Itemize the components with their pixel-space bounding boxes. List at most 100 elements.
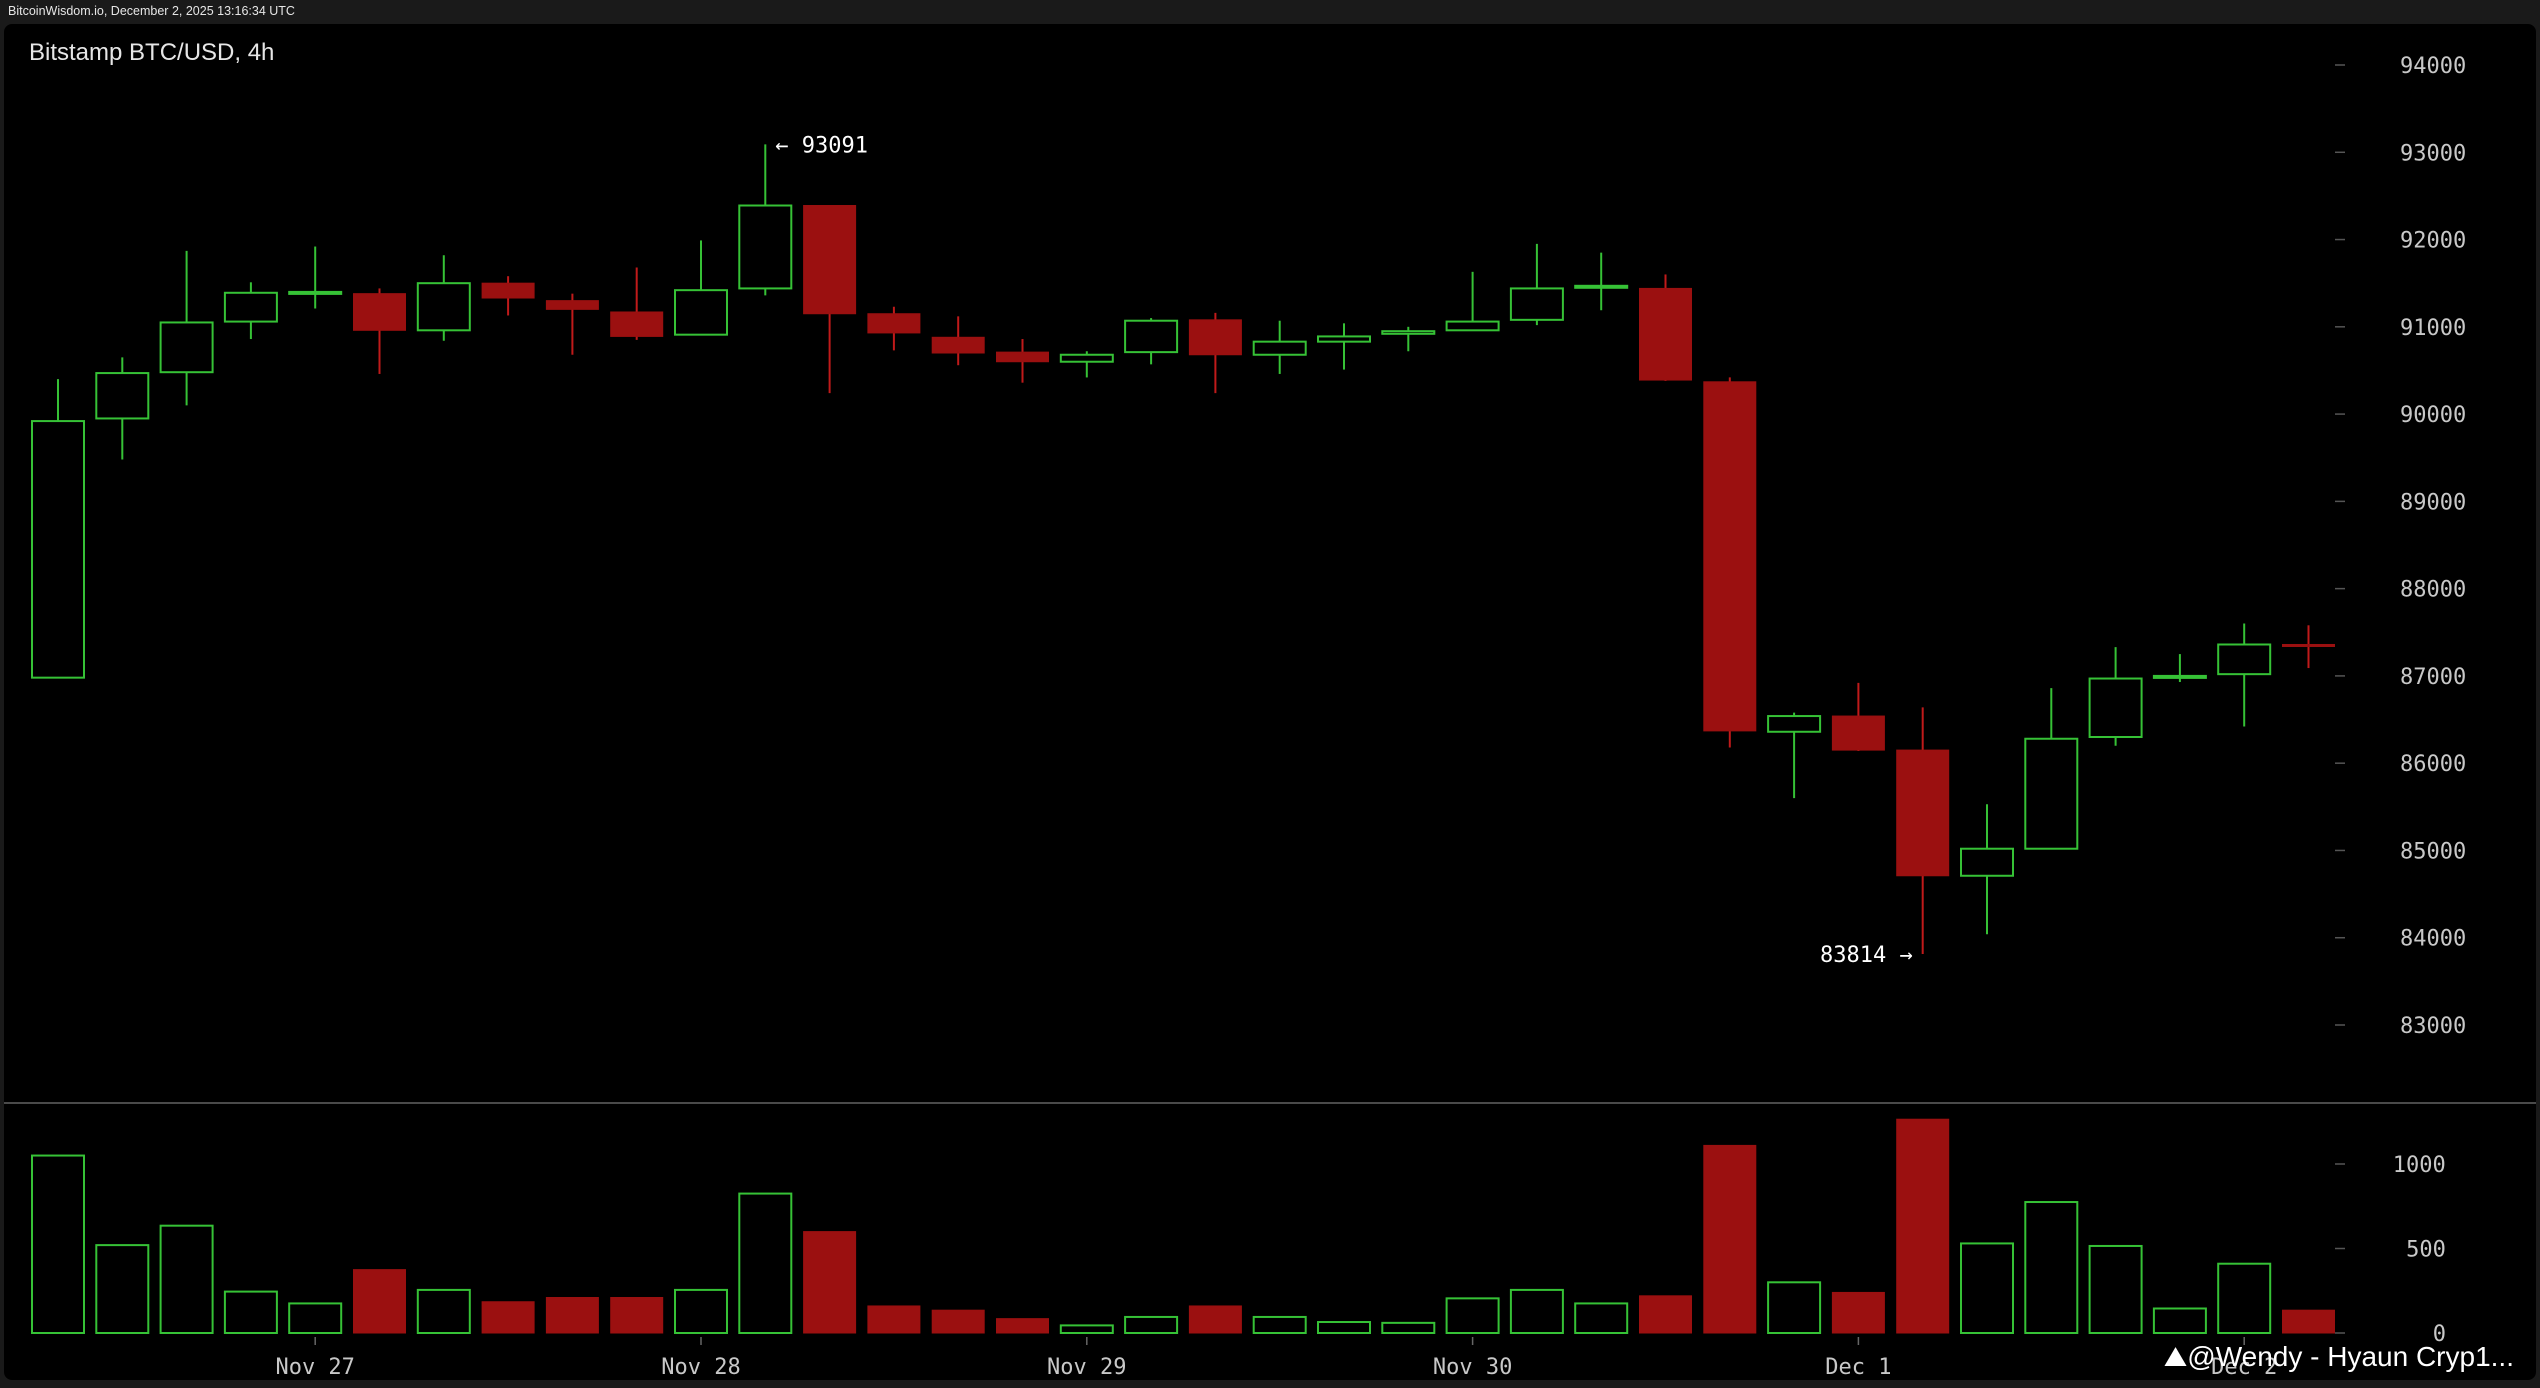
volume-bar-down <box>867 1305 921 1334</box>
candle-body-up <box>1767 715 1822 733</box>
candle-body-up <box>1445 320 1500 332</box>
candle-body-up <box>1124 319 1179 354</box>
volume-bar-down <box>353 1269 406 1334</box>
candle-body-up <box>2217 643 2272 676</box>
volume-bar-down <box>803 1231 857 1334</box>
candle-body-up <box>1059 353 1114 363</box>
volume-bar-down <box>2282 1309 2335 1334</box>
volume-bar-down <box>1831 1291 1885 1334</box>
candle-body-down <box>1831 715 1885 751</box>
candle-body-up <box>223 291 278 323</box>
price-tick-label: 88000 <box>2400 578 2466 603</box>
price-tick-label: 84000 <box>2400 927 2466 952</box>
time-tick-label: Nov 28 <box>661 1355 740 1380</box>
chart-title: Bitstamp BTC/USD, 4h <box>29 39 274 66</box>
low-annotation: 83814 → <box>1820 943 1913 968</box>
grid-layer: 83000 84000 85000 86000 87000 88000 89000 90000… <box>4 54 2536 1380</box>
volume-bar-up <box>674 1288 728 1335</box>
volume-bar-up <box>1317 1321 1371 1335</box>
volume-bar-down <box>545 1297 599 1334</box>
volume-bar-up <box>1960 1242 2014 1335</box>
candle-body-up <box>159 321 214 374</box>
candle-body-down <box>803 205 857 315</box>
watermark-icon: ⛰︎ <box>2163 1341 2188 1372</box>
candle-body-down <box>996 351 1049 363</box>
candle-body-down <box>481 282 535 299</box>
candle-body-up <box>1509 287 1564 321</box>
candle-body-down <box>2282 643 2335 647</box>
volume-layer <box>31 1118 2335 1335</box>
time-tick-label: Nov 30 <box>1433 1355 1512 1380</box>
watermark-text: @Wendy - Hyaun Cryp1... <box>2187 1341 2514 1372</box>
volume-bar-up <box>288 1302 343 1335</box>
price-tick-label: 90000 <box>2400 403 2466 428</box>
labels-layer: ← 93091 83814 → <box>775 133 1912 968</box>
price-tick-label: 87000 <box>2400 665 2466 690</box>
volume-bar-up <box>1445 1297 1500 1334</box>
candle-body-up <box>416 282 471 332</box>
top-bar: BitcoinWisdom.io, December 2, 2025 13:16… <box>0 0 2540 24</box>
volume-bar-down <box>1188 1305 1242 1334</box>
volume-bar-up <box>1574 1302 1629 1335</box>
candle-body-up <box>2024 737 2079 850</box>
volume-bar-up <box>1381 1321 1436 1334</box>
candle-body-up <box>1317 335 1371 343</box>
time-tick-label: Dec 1 <box>1825 1355 1891 1380</box>
candle-body-up <box>1381 330 1436 335</box>
time-tick-label: Nov 29 <box>1047 1355 1126 1380</box>
price-tick-label: 89000 <box>2400 490 2466 515</box>
price-tick-label: 83000 <box>2400 1014 2466 1039</box>
candle-body-up <box>1960 847 2014 877</box>
candle-body-down <box>353 293 406 331</box>
candle-body-down <box>1188 319 1242 356</box>
volume-bar-up <box>2024 1201 2079 1335</box>
volume-bar-down <box>1896 1118 1950 1334</box>
volume-tick-label: 500 <box>2406 1238 2446 1263</box>
price-tick-label: 85000 <box>2400 839 2466 864</box>
candles-layer <box>31 144 2335 954</box>
volume-bar-up <box>31 1154 85 1335</box>
volume-bar-up <box>738 1192 793 1334</box>
candle-body-up <box>2152 674 2207 679</box>
candle-body-up <box>31 420 85 679</box>
volume-bar-down <box>1639 1295 1692 1334</box>
candle-body-down <box>931 336 985 354</box>
volume-bar-up <box>1767 1281 1822 1335</box>
volume-bar-up <box>2088 1244 2143 1334</box>
volume-bar-up <box>95 1244 150 1334</box>
volume-bar-up <box>1252 1315 1307 1334</box>
volume-bar-up <box>1124 1315 1179 1334</box>
candle-body-up <box>288 290 343 295</box>
volume-bar-down <box>996 1318 1049 1334</box>
price-tick-label: 92000 <box>2400 229 2466 254</box>
candle-body-down <box>1896 749 1950 877</box>
volume-bar-down <box>610 1297 664 1334</box>
volume-bar-up <box>1509 1288 1564 1335</box>
candle-body-up <box>2088 677 2143 739</box>
price-tick-label: 86000 <box>2400 752 2466 777</box>
candle-body-down <box>545 300 599 310</box>
candle-body-down <box>1703 381 1757 732</box>
watermark: ⛰︎@Wendy - Hyaun Cryp1... <box>2164 1341 2514 1374</box>
volume-bar-down <box>481 1301 535 1334</box>
candle-body-down <box>1639 287 1692 381</box>
high-annotation: ← 93091 <box>775 133 868 158</box>
price-tick-label: 93000 <box>2400 141 2466 166</box>
candle-body-up <box>1252 340 1307 356</box>
volume-bar-up <box>416 1288 471 1335</box>
time-tick-label: Dec 2 <box>2211 1355 2277 1380</box>
price-tick-label: 94000 <box>2400 54 2466 79</box>
candle-body-down <box>610 311 664 337</box>
volume-bar-up <box>159 1224 214 1335</box>
volume-tick-label: 1000 <box>2393 1153 2446 1178</box>
candle-body-down <box>867 313 921 334</box>
candle-body-up <box>95 372 150 420</box>
volume-bar-down <box>931 1309 985 1334</box>
volume-bar-down <box>1703 1144 1757 1334</box>
volume-bar-up <box>223 1290 278 1334</box>
candle-body-up <box>1574 284 1629 289</box>
volume-tick-label: 0 <box>2433 1322 2446 1347</box>
volume-bar-up <box>2217 1262 2272 1334</box>
source-timestamp: BitcoinWisdom.io, December 2, 2025 13:16… <box>8 4 295 18</box>
